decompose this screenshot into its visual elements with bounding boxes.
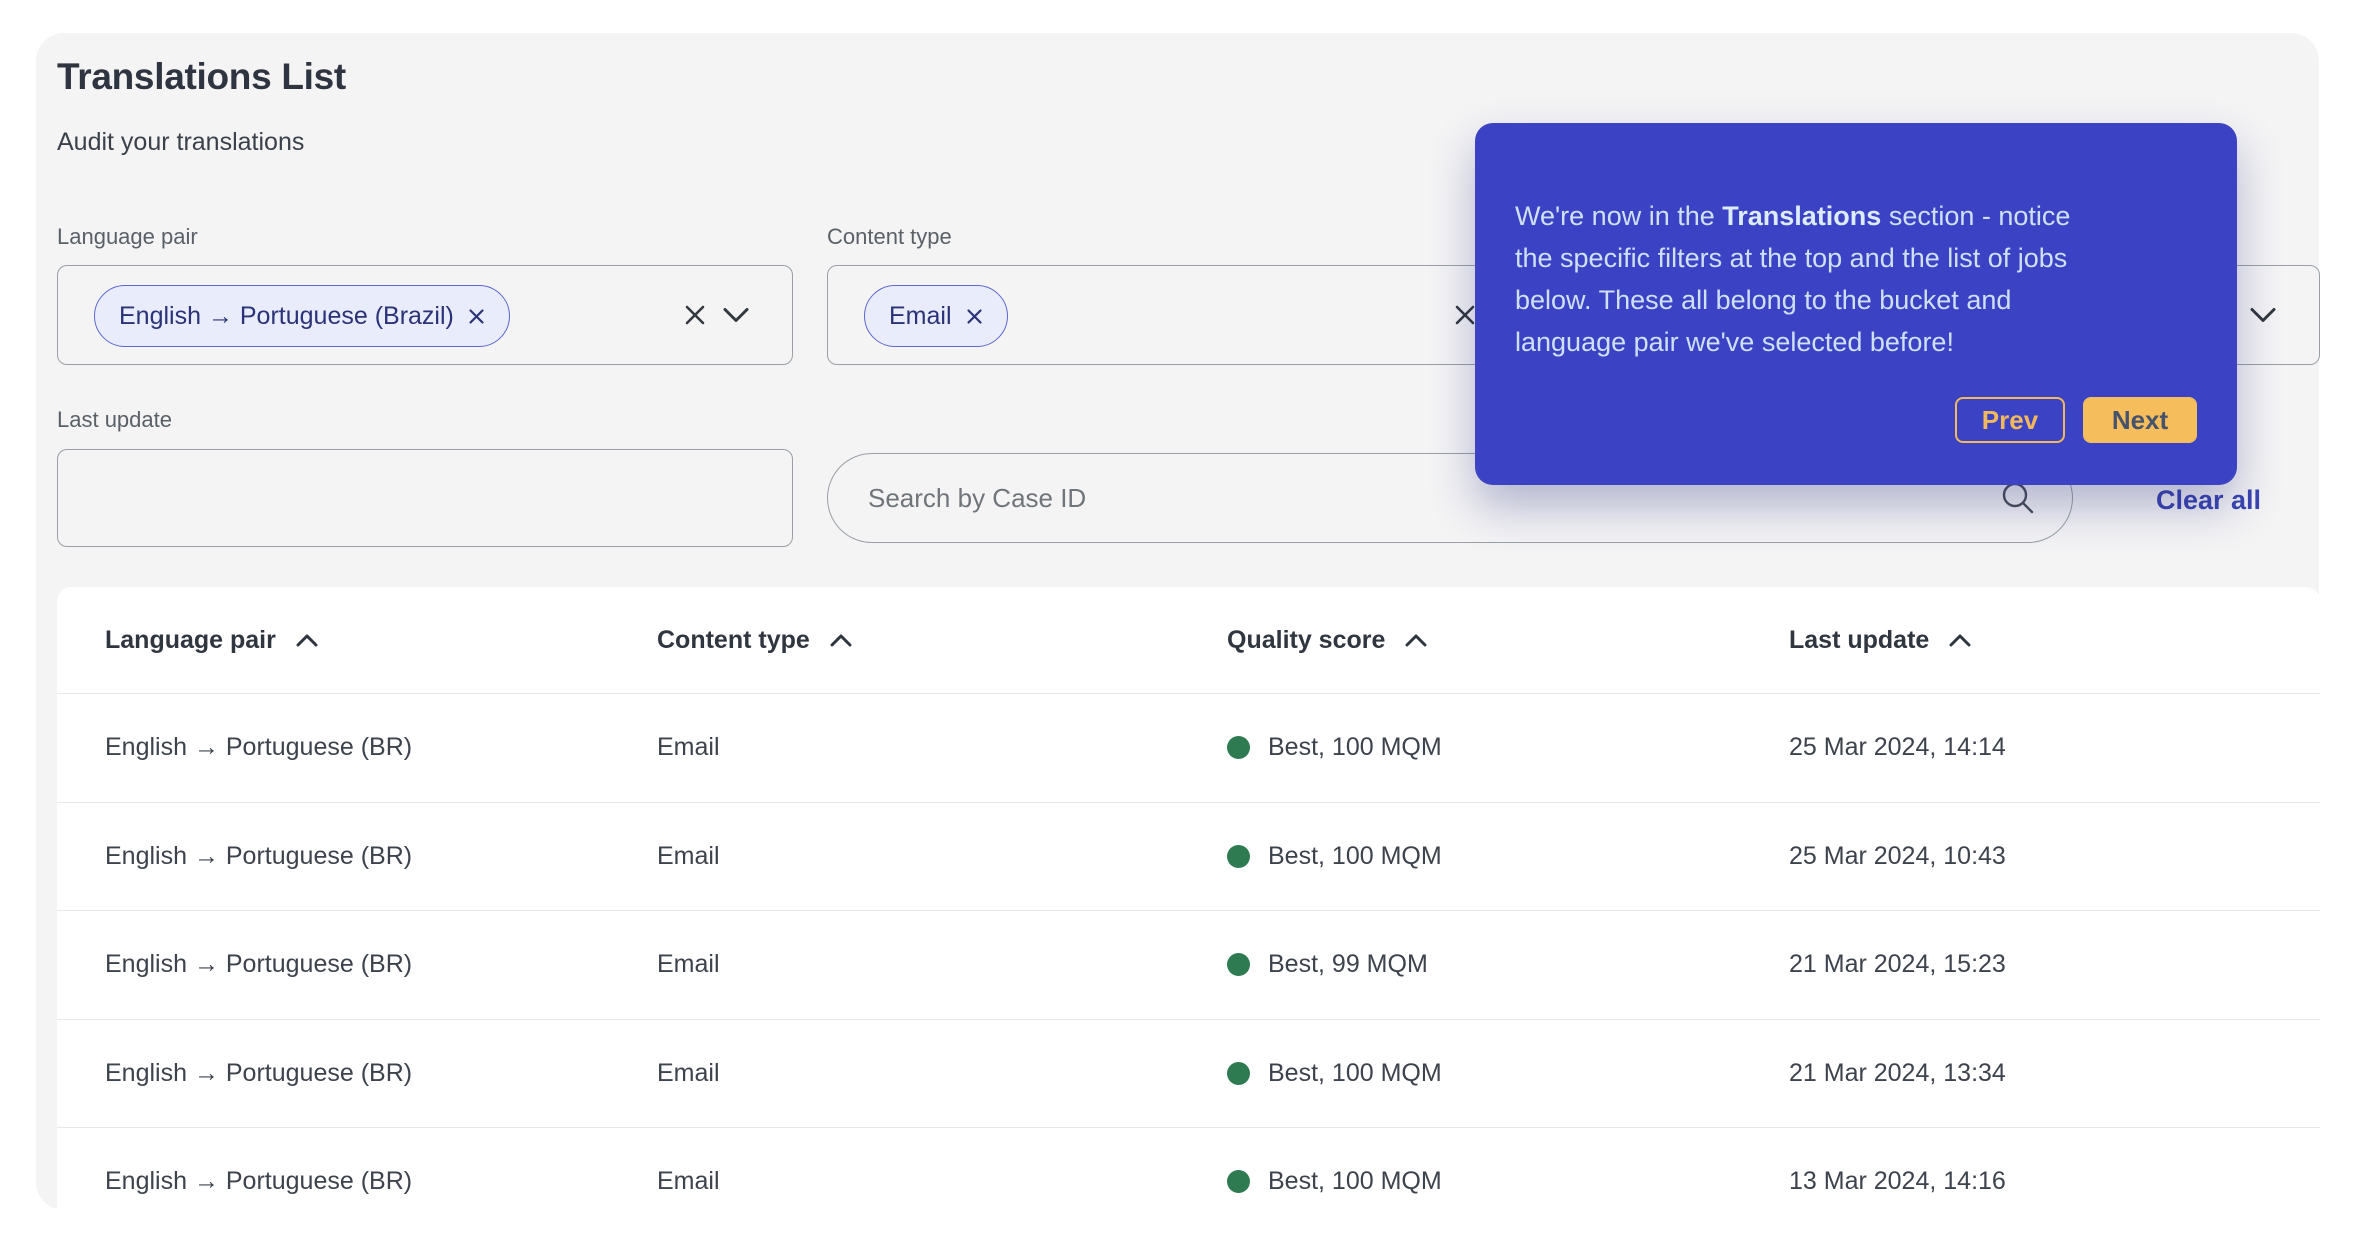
cell-last-update: 25 Mar 2024, 14:14: [1789, 733, 2006, 762]
language-pair-filter-label: Language pair: [57, 224, 198, 249]
tooltip-text-line: the specific filters at the top and the …: [1515, 243, 2068, 273]
chevron-down-icon[interactable]: [2250, 308, 2276, 323]
table-row[interactable]: English → Portuguese (BR) Email Best, 99…: [57, 910, 2320, 1019]
column-header-label: Quality score: [1227, 625, 1386, 654]
clear-filter-icon[interactable]: [1453, 303, 1477, 327]
tooltip-button-row: Prev Next: [1515, 397, 2197, 443]
cell-language-pair: English → Portuguese (BR): [105, 733, 413, 762]
table-row[interactable]: English → Portuguese (BR) Email Best, 10…: [57, 1018, 2320, 1128]
column-header-quality-score[interactable]: Quality score: [1227, 626, 1789, 655]
content-type-chip[interactable]: Email: [864, 285, 1008, 347]
column-header-label: Language pair: [105, 625, 276, 654]
content-type-filter[interactable]: Email: [827, 265, 1563, 365]
cell-language-pair: English → Portuguese (BR): [105, 1058, 413, 1087]
page-subtitle: Audit your translations: [57, 128, 305, 156]
cell-last-update: 21 Mar 2024, 13:34: [1789, 1058, 2006, 1087]
table-row[interactable]: English → Portuguese (BR) Email Best, 10…: [57, 801, 2320, 911]
tooltip-text-line: We're now in the Translations section - …: [1515, 201, 2071, 231]
sort-chevron-up-icon: [296, 634, 318, 646]
cell-last-update: 21 Mar 2024, 15:23: [1789, 950, 2006, 979]
quality-status-dot-icon: [1227, 1061, 1250, 1085]
table-row[interactable]: English → Portuguese (BR) Email Best, 10…: [57, 693, 2320, 802]
chip-remove-icon[interactable]: [468, 308, 485, 325]
language-pair-filter[interactable]: English → Portuguese (Brazil): [57, 265, 793, 365]
cell-content-type: Email: [657, 841, 720, 870]
column-header-label: Content type: [657, 625, 810, 654]
cell-content-type: Email: [657, 733, 720, 762]
sort-chevron-up-icon: [1949, 634, 1971, 646]
tooltip-text-line: below. These all belong to the bucket an…: [1515, 285, 2012, 315]
table-row[interactable]: English → Portuguese (BR) Email Best, 10…: [57, 1127, 2320, 1236]
content-type-filter-label: Content type: [827, 224, 952, 249]
cell-last-update: 25 Mar 2024, 10:43: [1789, 841, 2006, 870]
chip-remove-icon[interactable]: [966, 308, 983, 325]
cell-quality-score: Best, 100 MQM: [1227, 1059, 1789, 1088]
column-header-label: Last update: [1789, 625, 1930, 654]
cell-content-type: Email: [657, 1058, 720, 1087]
last-update-input[interactable]: [57, 449, 793, 547]
cell-language-pair: English → Portuguese (BR): [105, 950, 413, 979]
quality-score-text: Best, 100 MQM: [1268, 733, 1442, 762]
quality-status-dot-icon: [1227, 953, 1250, 977]
cell-content-type: Email: [657, 950, 720, 979]
clear-filter-icon[interactable]: [683, 303, 707, 327]
last-update-filter-label: Last update: [57, 407, 172, 432]
quality-score-text: Best, 100 MQM: [1268, 1058, 1442, 1087]
chevron-down-icon[interactable]: [723, 308, 749, 323]
column-header-last-update[interactable]: Last update: [1789, 626, 2272, 655]
content-type-chip-label: Email: [889, 301, 952, 330]
quality-status-dot-icon: [1227, 844, 1250, 868]
cell-quality-score: Best, 100 MQM: [1227, 1167, 1789, 1196]
quality-status-dot-icon: [1227, 1170, 1250, 1194]
column-header-content-type[interactable]: Content type: [657, 626, 1227, 655]
quality-score-text: Best, 99 MQM: [1268, 950, 1428, 979]
cell-language-pair: English → Portuguese (BR): [105, 1167, 413, 1196]
cell-content-type: Email: [657, 1167, 720, 1196]
column-header-language-pair[interactable]: Language pair: [105, 626, 657, 655]
quality-score-text: Best, 100 MQM: [1268, 1167, 1442, 1196]
table-header-row: Language pair Content type Quality score…: [57, 587, 2320, 693]
cell-quality-score: Best, 99 MQM: [1227, 950, 1789, 979]
language-pair-chip-label: English → Portuguese (Brazil): [119, 301, 454, 330]
quality-status-dot-icon: [1227, 736, 1250, 760]
language-pair-chip[interactable]: English → Portuguese (Brazil): [94, 285, 510, 347]
cell-quality-score: Best, 100 MQM: [1227, 842, 1789, 871]
clear-all-button[interactable]: Clear all: [2156, 485, 2262, 515]
page-title: Translations List: [57, 56, 346, 97]
cell-quality-score: Best, 100 MQM: [1227, 733, 1789, 762]
sort-chevron-up-icon: [830, 634, 852, 646]
prev-button[interactable]: Prev: [1955, 397, 2065, 443]
table-body: English → Portuguese (BR) Email Best, 10…: [57, 693, 2320, 1236]
translations-table: Language pair Content type Quality score…: [57, 587, 2320, 1248]
tooltip-text-line: language pair we've selected before!: [1515, 327, 1954, 357]
next-button[interactable]: Next: [2083, 397, 2197, 443]
quality-score-text: Best, 100 MQM: [1268, 841, 1442, 870]
cell-language-pair: English → Portuguese (BR): [105, 841, 413, 870]
cell-last-update: 13 Mar 2024, 14:16: [1789, 1167, 2006, 1196]
sort-chevron-up-icon: [1405, 634, 1427, 646]
tour-tooltip: We're now in the Translations section - …: [1475, 123, 2237, 485]
